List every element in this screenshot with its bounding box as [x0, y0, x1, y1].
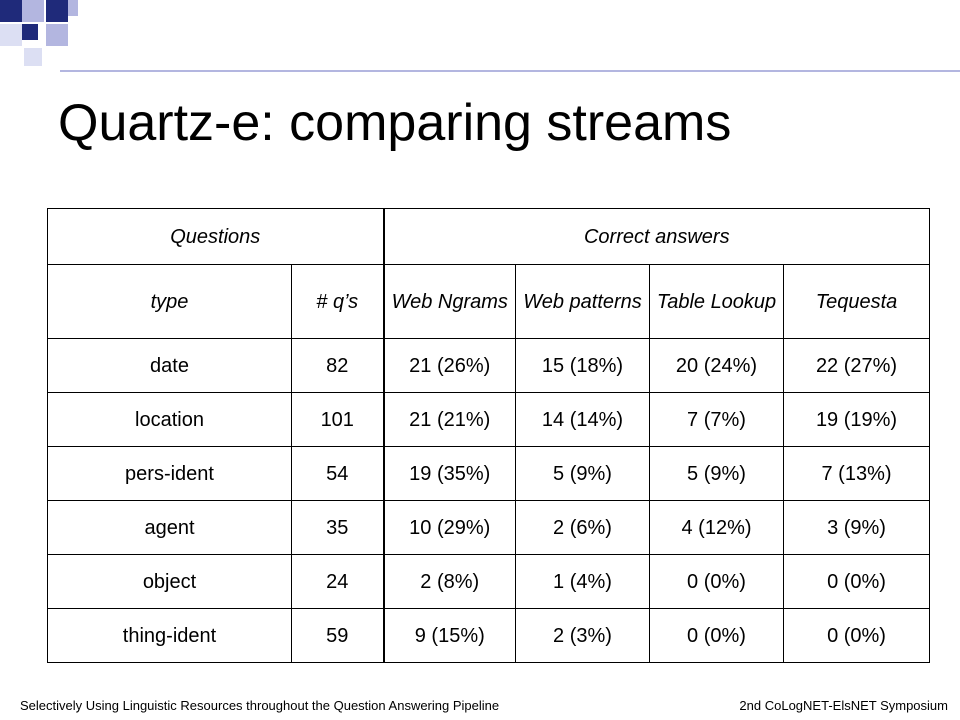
cell-tequesta: 0 (0%) [782, 554, 931, 609]
decor-square-3 [46, 0, 68, 22]
footer-talk-title: Selectively Using Linguistic Resources t… [20, 698, 500, 713]
correct-answers-header: Correct answers [382, 208, 931, 265]
decor-square-7 [46, 24, 68, 46]
cell-type: agent [47, 500, 292, 555]
cell-count: 59 [291, 608, 385, 663]
table-row: agent 35 10 (29%) 2 (6%) 4 (12%) 3 (9%) [47, 500, 931, 555]
cell-table-lookup: 0 (0%) [649, 554, 784, 609]
cell-web-patterns: 14 (14%) [515, 392, 650, 447]
cell-table-lookup: 20 (24%) [649, 338, 784, 393]
cell-type: date [47, 338, 292, 393]
decor-square-1 [0, 0, 22, 22]
cell-table-lookup: 4 (12%) [649, 500, 784, 555]
column-header-web-ngrams: Web Ngrams [383, 264, 516, 339]
column-header-count: # q’s [291, 264, 385, 339]
header-rule [60, 70, 960, 72]
cell-web-ngrams: 21 (26%) [383, 338, 516, 393]
decor-square-5 [0, 24, 22, 46]
cell-count: 101 [291, 392, 385, 447]
cell-web-ngrams: 10 (29%) [383, 500, 516, 555]
decor-square-6 [22, 24, 38, 40]
footer-venue: 2nd CoLogNET-ElsNET Symposium [739, 698, 948, 713]
table-row: date 82 21 (26%) 15 (18%) 20 (24%) 22 (2… [47, 338, 931, 393]
cell-web-ngrams: 21 (21%) [383, 392, 516, 447]
cell-tequesta: 22 (27%) [782, 338, 931, 393]
cell-type: pers-ident [47, 446, 292, 501]
column-header-type: type [47, 264, 292, 339]
column-header-tequesta: Tequesta [782, 264, 931, 339]
cell-table-lookup: 5 (9%) [649, 446, 784, 501]
cell-type: thing-ident [47, 608, 292, 663]
table-row: object 24 2 (8%) 1 (4%) 0 (0%) 0 (0%) [47, 554, 931, 609]
cell-web-patterns: 15 (18%) [515, 338, 650, 393]
page-title: Quartz-e: comparing streams [58, 94, 732, 152]
header-row-1: Questions Correct answers [47, 208, 931, 265]
column-header-web-patterns: Web patterns [515, 264, 650, 339]
results-table: Questions Correct answers type # q’s Web… [47, 208, 931, 663]
column-header-table-lookup: Table Lookup [649, 264, 784, 339]
table-row: thing-ident 59 9 (15%) 2 (3%) 0 (0%) 0 (… [47, 608, 931, 663]
cell-type: location [47, 392, 292, 447]
cell-tequesta: 7 (13%) [782, 446, 931, 501]
cell-web-patterns: 1 (4%) [515, 554, 650, 609]
table-row: pers-ident 54 19 (35%) 5 (9%) 5 (9%) 7 (… [47, 446, 931, 501]
cell-web-ngrams: 9 (15%) [383, 608, 516, 663]
cell-web-ngrams: 2 (8%) [383, 554, 516, 609]
cell-web-patterns: 5 (9%) [515, 446, 650, 501]
cell-tequesta: 0 (0%) [782, 608, 931, 663]
decor-square-8 [24, 48, 42, 66]
cell-table-lookup: 7 (7%) [649, 392, 784, 447]
cell-count: 35 [291, 500, 385, 555]
cell-count: 24 [291, 554, 385, 609]
cell-web-patterns: 2 (3%) [515, 608, 650, 663]
cell-web-ngrams: 19 (35%) [383, 446, 516, 501]
cell-tequesta: 3 (9%) [782, 500, 931, 555]
decor-square-2 [22, 0, 44, 22]
cell-type: object [47, 554, 292, 609]
cell-count: 82 [291, 338, 385, 393]
questions-header: Questions [47, 208, 385, 265]
header-row-2: type # q’s Web Ngrams Web patterns Table… [47, 264, 931, 339]
cell-tequesta: 19 (19%) [782, 392, 931, 447]
table-row: location 101 21 (21%) 14 (14%) 7 (7%) 19… [47, 392, 931, 447]
decor-square-4 [68, 0, 78, 16]
cell-count: 54 [291, 446, 385, 501]
cell-table-lookup: 0 (0%) [649, 608, 784, 663]
cell-web-patterns: 2 (6%) [515, 500, 650, 555]
